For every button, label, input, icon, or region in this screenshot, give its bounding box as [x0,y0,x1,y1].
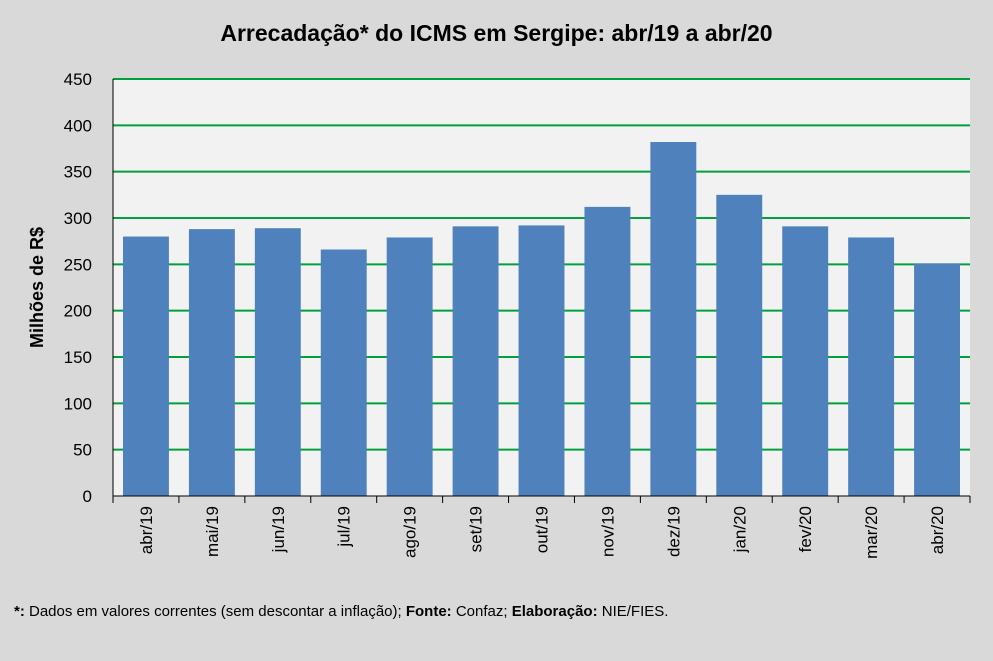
y-tick-label: 50 [73,441,92,460]
y-tick-label: 150 [64,348,92,367]
footnote-source: Confaz; [451,603,512,620]
bar [848,237,895,496]
x-tick-label: dez/19 [664,506,683,557]
footnote-elab: NIE/FIES. [597,603,669,620]
x-tick-label: set/19 [467,506,486,552]
y-tick-label: 200 [64,302,92,321]
x-tick-label: abr/19 [137,506,156,554]
x-tick-label: jun/19 [269,506,288,553]
y-tick-label: 0 [83,487,92,506]
bar [914,263,960,496]
y-tick-label: 250 [64,255,92,274]
x-tick-label: nov/19 [598,506,617,557]
chart-title: Arrecadação* do ICMS em Sergipe: abr/19 … [220,20,773,46]
footnote-mark: *: [14,603,25,620]
y-tick-label: 400 [64,116,92,135]
bar [320,249,367,496]
x-tick-label: jul/19 [335,506,354,548]
bar [386,237,433,496]
y-tick-label: 350 [64,163,92,182]
bar [188,229,235,496]
footnote: *: Dados em valores correntes (sem desco… [14,603,668,620]
bar [584,206,631,496]
y-tick-label: 100 [64,394,92,413]
x-tick-label: abr/20 [928,506,947,554]
bar [123,236,169,497]
y-axis-label: Milhões de R$ [27,227,47,348]
bar [782,226,829,496]
bar [716,194,763,497]
bar [650,142,697,496]
footnote-text: Dados em valores correntes (sem desconta… [24,603,406,620]
y-tick-label: 450 [64,70,92,89]
footnote-elab-label: Elaboração: [511,603,598,620]
x-tick-label: fev/20 [796,506,815,552]
x-tick-label: jan/20 [730,506,749,553]
x-tick-label: mar/20 [862,506,881,559]
bar [452,226,499,496]
x-tick-label: out/19 [533,506,552,553]
x-tick-label: mai/19 [203,506,222,557]
x-tick-label: ago/19 [401,506,420,558]
footnote-source-label: Fonte: [405,603,452,620]
y-tick-label: 300 [64,209,92,228]
bar [518,225,565,496]
bar [254,228,301,496]
